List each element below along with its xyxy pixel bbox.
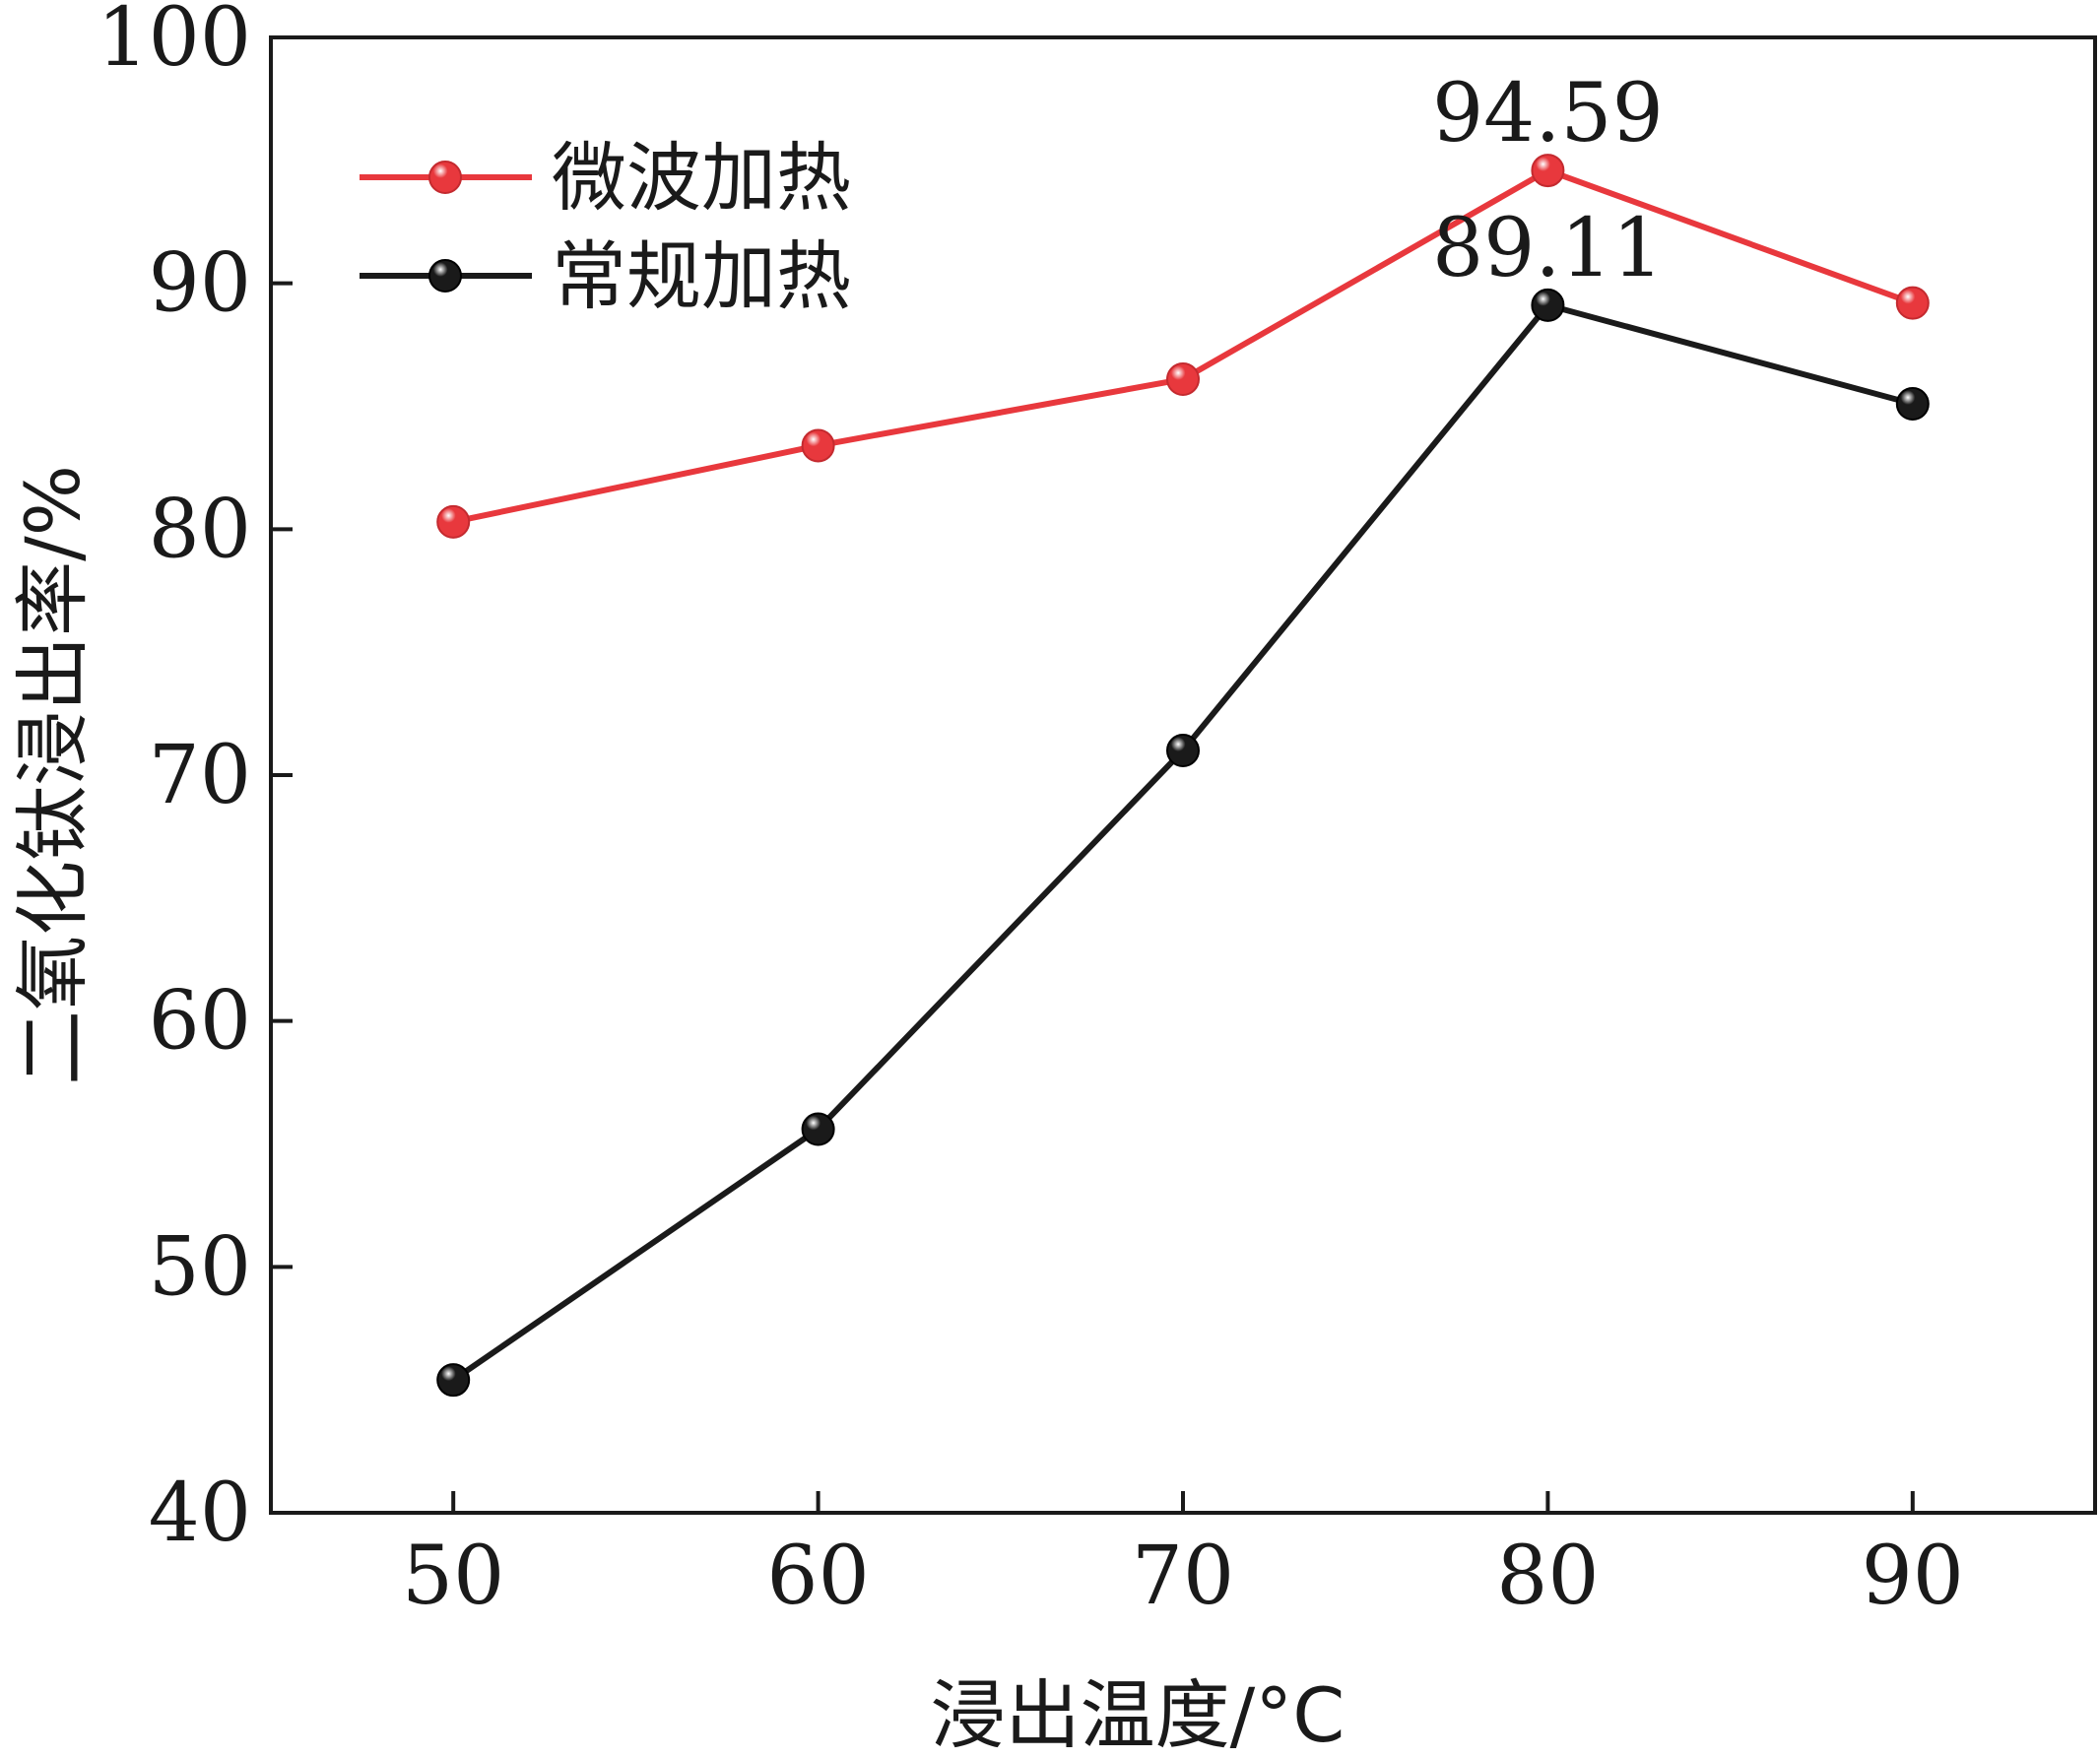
series-line-2: [451, 301, 1914, 1383]
y-tick-label: 80: [149, 483, 251, 576]
series-2-point: [1166, 734, 1200, 768]
series-1-point: [1166, 362, 1200, 397]
y-tick-label: 40: [149, 1466, 251, 1560]
x-tick-label: 70: [1132, 1530, 1234, 1623]
y-tick-label: 90: [149, 237, 251, 331]
series-2-point: [436, 1363, 471, 1398]
x-axis-ticks: 50 60 70 80 90: [402, 1491, 1964, 1623]
y-tick-label: 70: [149, 729, 251, 822]
annotation-layer: 94.59 89.11: [1432, 67, 1664, 295]
series-1-point: [801, 428, 835, 463]
plot-frame: [269, 35, 2097, 1515]
series-layer: [436, 154, 1930, 1398]
legend-label: 常规加热: [552, 232, 851, 320]
y-axis-ticks: 40 50 60 70 80 90 100: [97, 0, 293, 1560]
x-tick-label: 60: [766, 1530, 869, 1623]
data-annotation: 89.11: [1432, 202, 1664, 295]
series-2-point: [1895, 387, 1930, 422]
x-tick-label: 90: [1862, 1530, 1964, 1623]
y-tick-label: 100: [97, 0, 251, 85]
legend-marker: [428, 259, 462, 293]
legend-marker: [428, 161, 462, 194]
x-tick-label: 50: [402, 1530, 504, 1623]
series-1-point: [1531, 154, 1565, 188]
data-annotation: 94.59: [1432, 67, 1664, 161]
series-2-point: [1531, 288, 1565, 322]
y-tick-label: 50: [149, 1220, 251, 1314]
x-tick-label: 80: [1496, 1530, 1599, 1623]
series-1-point: [1895, 286, 1930, 320]
y-axis-title: 二氧化钛浸出率/%: [9, 465, 97, 1085]
x-axis-title: 浸出温度/°C: [931, 1671, 1345, 1759]
series-2-point: [801, 1112, 835, 1146]
series-1-point: [436, 504, 471, 539]
legend-label: 微波加热: [552, 134, 851, 222]
y-tick-label: 60: [149, 975, 251, 1069]
